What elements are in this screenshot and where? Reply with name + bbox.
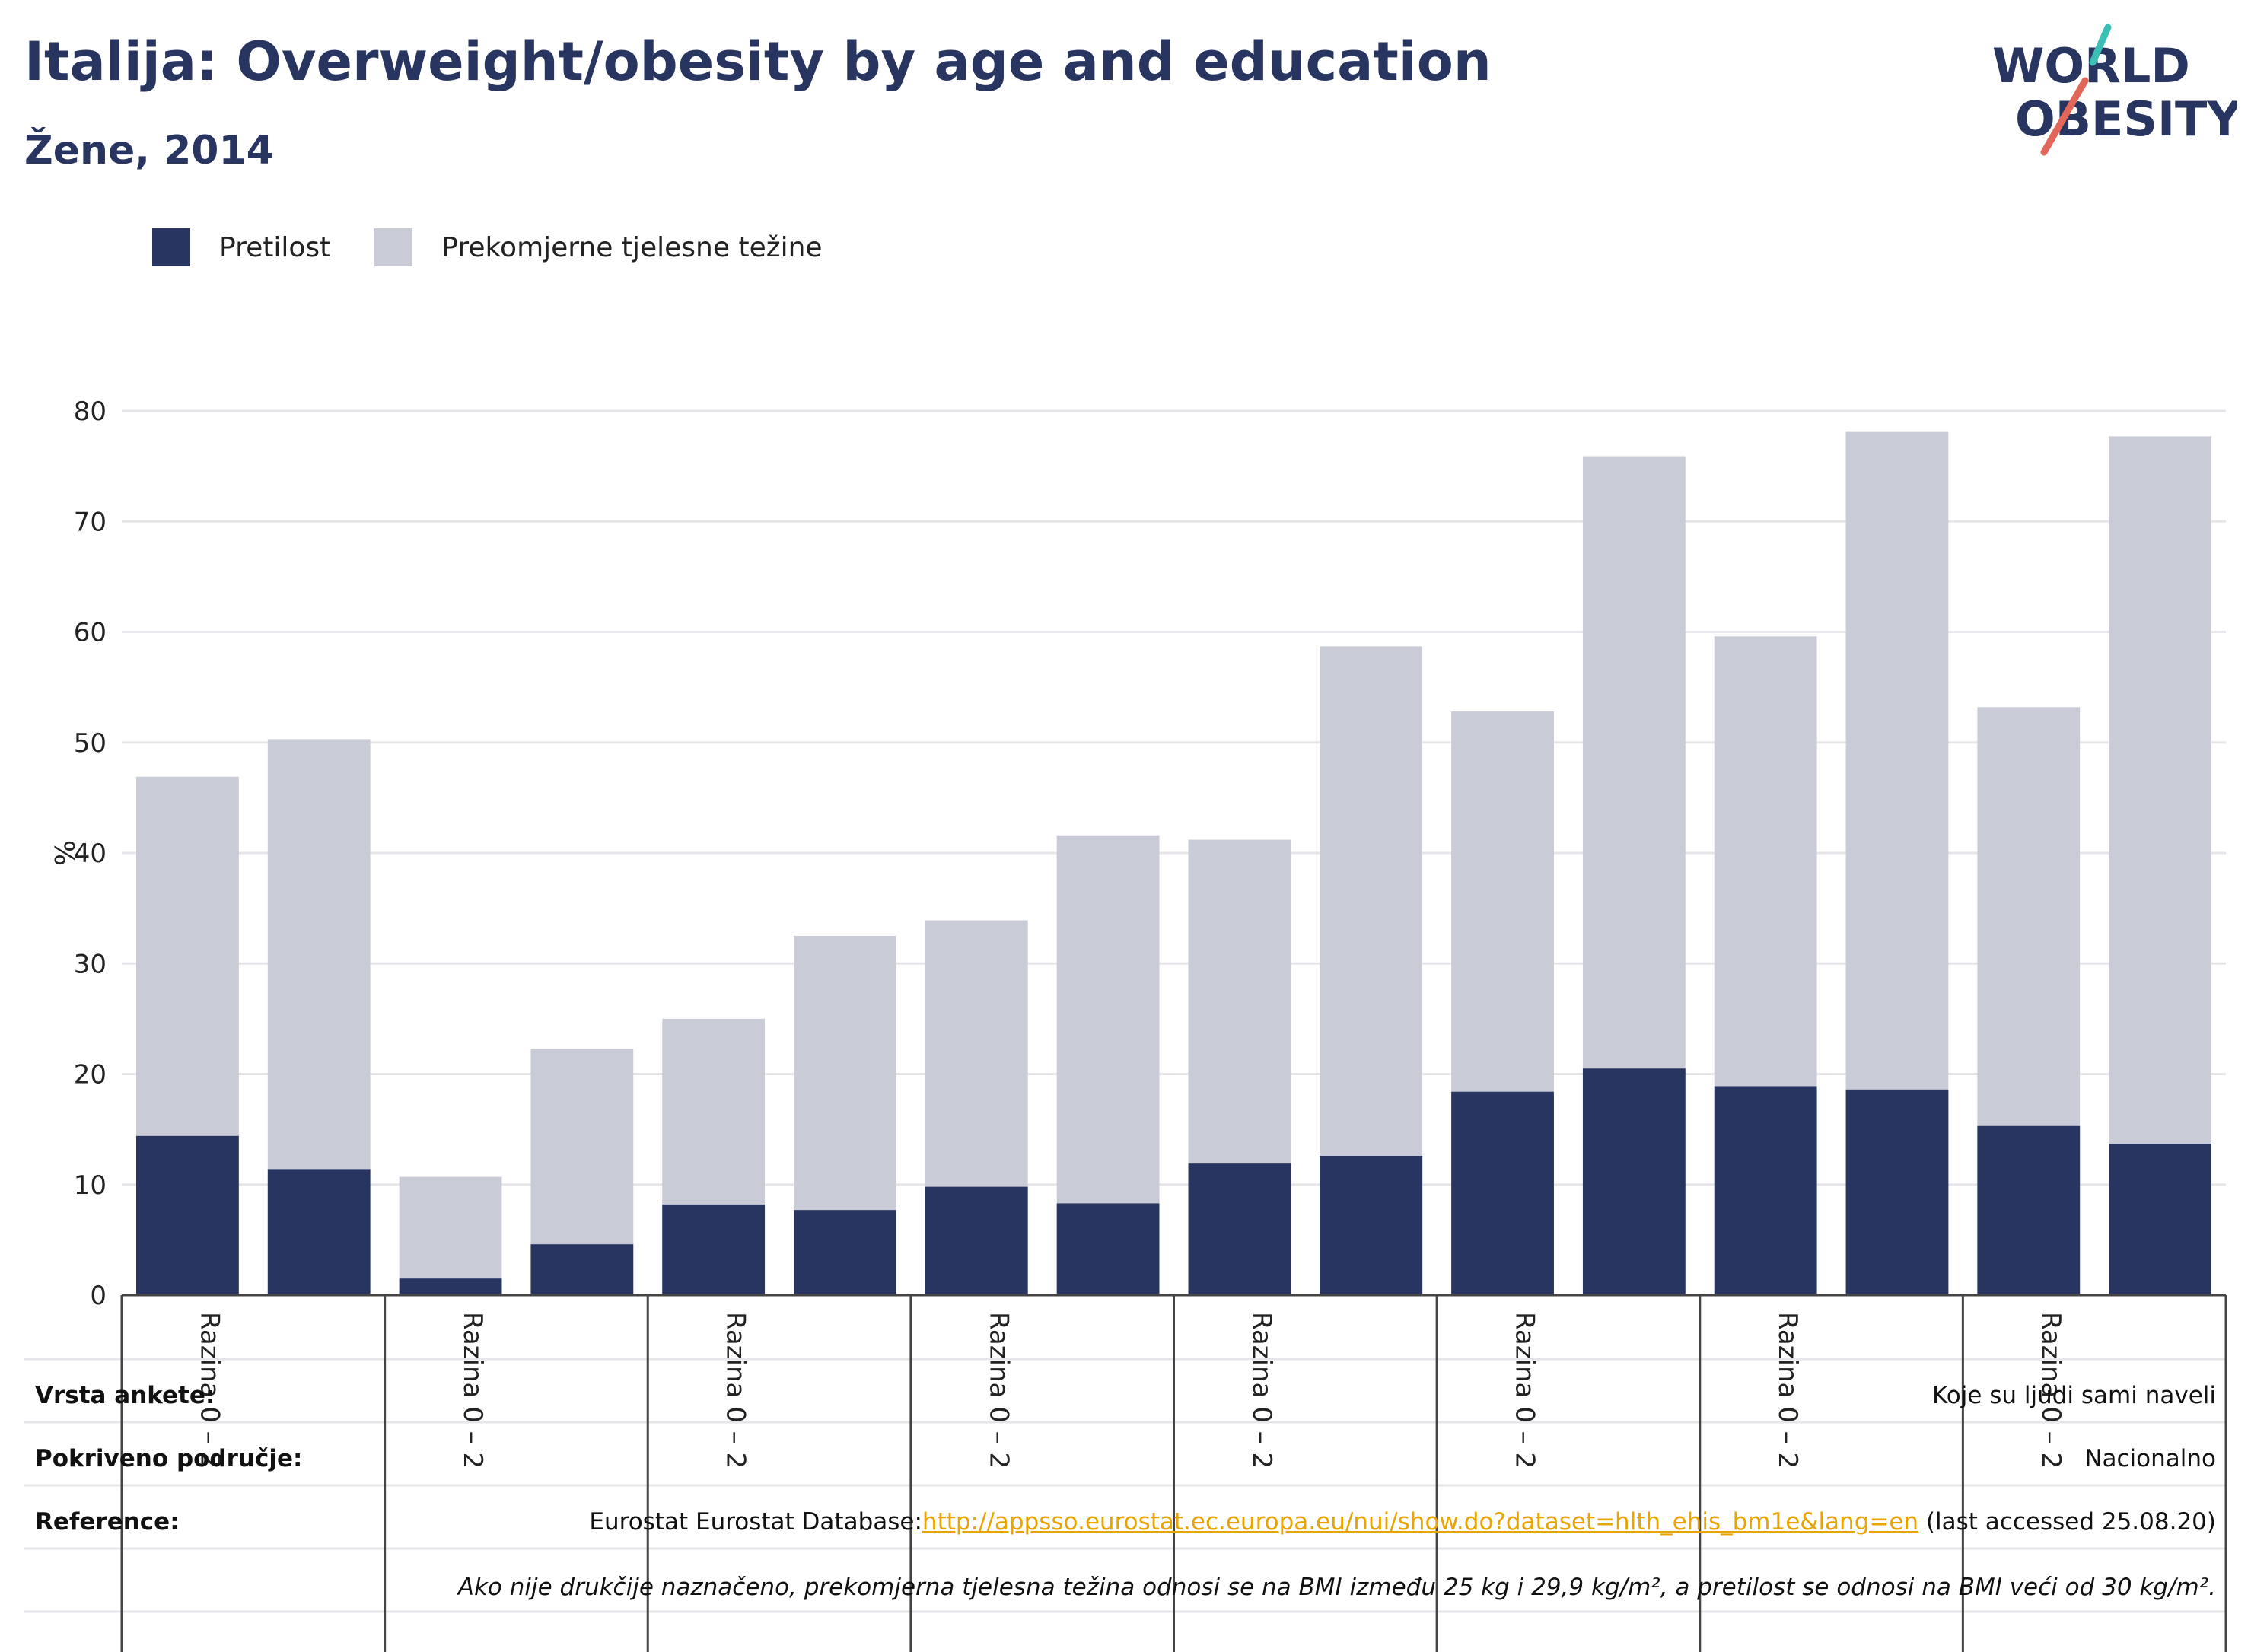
y-axis-label: % [48, 840, 79, 866]
y-tick-label: 80 [74, 396, 107, 427]
bar-obesity [1714, 1086, 1817, 1295]
chart-title: Italija: Overweight/obesity by age and e… [24, 30, 1492, 93]
bar-obesity [2109, 1144, 2211, 1295]
bar-obesity [1056, 1203, 1160, 1295]
chart-subtitle: Žene, 2014 [24, 128, 274, 173]
bar-obesity [1320, 1155, 1423, 1295]
x-category-label: Razina 0 – 2 [1772, 1312, 1803, 1469]
bar-overweight [399, 1176, 502, 1295]
reference-value: Eurostat Eurostat Database:http://appsso… [589, 1508, 2216, 1536]
y-tick-label: 70 [74, 507, 107, 537]
x-category-label: Razina 0 – 2 [1246, 1312, 1277, 1469]
info-table-lines [24, 1295, 2227, 1652]
bar-obesity [662, 1204, 766, 1295]
x-category-labels: Razina 0 – 2 Razina 0 – 2 Razina 0 – 2 Razi… [194, 1312, 2065, 1469]
y-axis-ticks: 0 10 20 30 40 50 60 70 80 [74, 396, 107, 1311]
bar-obesity [1451, 1091, 1554, 1295]
reference-suffix: (last accessed 25.08.20) [1918, 1508, 2216, 1536]
bar-obesity [1845, 1089, 1949, 1295]
y-tick-label: 40 [74, 839, 107, 869]
x-category-label: Razina 0 – 2 [457, 1312, 488, 1469]
y-tick-label: 10 [74, 1170, 107, 1201]
legend-swatch-obesity [152, 228, 190, 266]
bars [122, 431, 2226, 1297]
bar-obesity [1977, 1125, 2081, 1295]
world-obesity-logo: WORLD OBESITY [1992, 24, 2237, 156]
bar-obesity [925, 1186, 1028, 1295]
bar-obesity [136, 1135, 239, 1295]
bar-obesity [399, 1278, 502, 1295]
bar-obesity [530, 1244, 634, 1295]
legend-label-overweight: Prekomjerne tjelesne težine [441, 231, 823, 263]
x-category-label: Razina 0 – 2 [1510, 1312, 1540, 1469]
reference-prefix: Eurostat Eurostat Database: [589, 1508, 922, 1536]
bar-obesity [267, 1169, 371, 1295]
x-category-label: Razina 0 – 2 [2036, 1312, 2066, 1469]
reference-link[interactable]: http://appsso.eurostat.ec.europa.eu/nui/… [922, 1508, 1919, 1536]
y-tick-label: 20 [74, 1060, 107, 1090]
x-category-label: Razina 0 – 2 [721, 1312, 751, 1469]
logo-slash-red [2040, 77, 2089, 156]
legend: Pretilost Prekomjerne tjelesne težine [152, 228, 867, 266]
logo-slash-teal [2089, 24, 2112, 66]
survey-label: Vrsta ankete: [35, 1382, 215, 1409]
x-category-label: Razina 0 – 2 [983, 1312, 1014, 1469]
legend-swatch-overweight [374, 228, 413, 266]
coverage-value: Nacionalno [2084, 1445, 2216, 1472]
bar-obesity [1188, 1163, 1291, 1295]
legend-label-obesity: Pretilost [219, 231, 331, 263]
logo-text-world: WORLD [1992, 38, 2190, 94]
definition-note: Ako nije drukčije naznačeno, prekomjerna… [457, 1574, 2216, 1601]
y-tick-label: 50 [74, 728, 107, 759]
survey-value: Koje su ljudi sami naveli [1931, 1382, 2216, 1409]
y-tick-label: 60 [74, 618, 107, 648]
reference-label: Reference: [35, 1508, 180, 1536]
bar-obesity [794, 1210, 896, 1295]
coverage-label: Pokriveno područje: [35, 1445, 303, 1472]
x-category-label: Razina 0 – 2 [194, 1312, 224, 1469]
bar-obesity [1582, 1068, 1686, 1295]
y-tick-label: 30 [74, 949, 107, 979]
y-tick-label: 0 [90, 1281, 107, 1311]
